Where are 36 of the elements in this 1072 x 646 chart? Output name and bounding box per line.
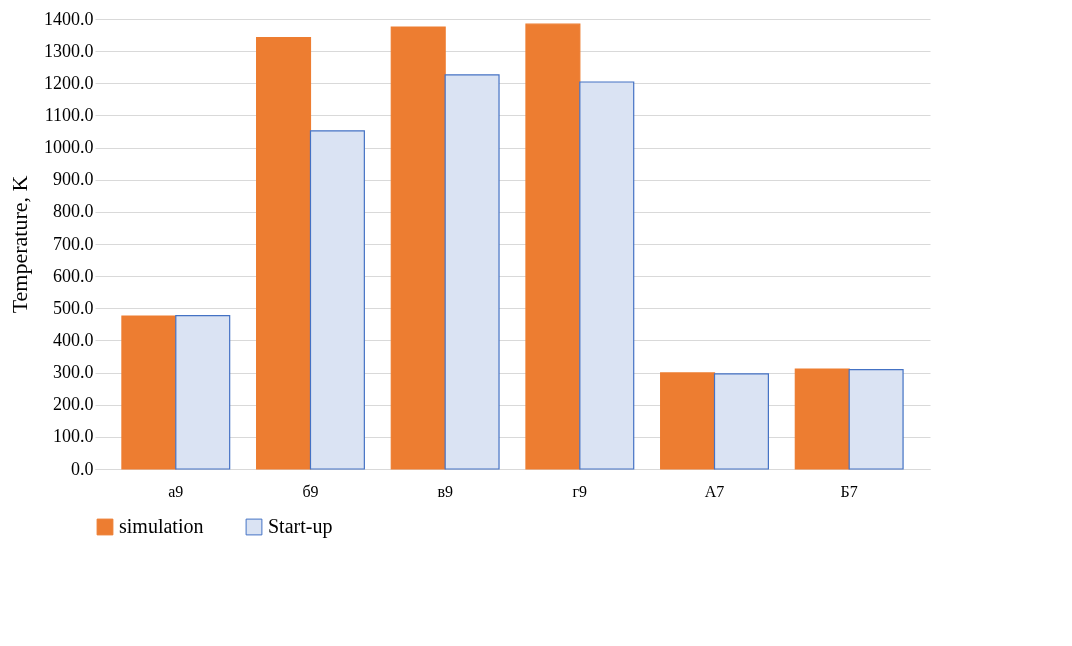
- y-tick-label: 100.0: [53, 426, 94, 447]
- bar: [794, 368, 850, 470]
- bar: [525, 23, 581, 470]
- y-tick-label: 600.0: [53, 265, 94, 286]
- legend-label: Start-up: [268, 515, 333, 538]
- x-tick-label: в9: [437, 482, 453, 500]
- bar: [848, 369, 904, 470]
- y-axis-title: Temperature, K: [7, 175, 32, 314]
- x-tick-label: г9: [572, 482, 588, 500]
- y-tick-label: 500.0: [53, 297, 94, 318]
- bar: [713, 373, 769, 470]
- y-tick-label: 700.0: [53, 233, 94, 254]
- x-tick-label: а9: [168, 482, 184, 500]
- bar: [309, 130, 365, 470]
- y-tick-label: 1200.0: [44, 72, 94, 93]
- y-tick-label: 1000.0: [44, 137, 94, 158]
- y-tick-label: 1300.0: [44, 40, 94, 61]
- y-tick-label: 1100.0: [44, 104, 94, 125]
- y-tick-label: 200.0: [53, 394, 94, 415]
- bar: [579, 81, 635, 470]
- bar: [390, 26, 446, 470]
- bar: [660, 372, 716, 470]
- x-tick-label: Б7: [840, 482, 858, 500]
- bar: [256, 37, 312, 470]
- y-tick-label: 400.0: [53, 329, 94, 350]
- bar: [175, 315, 231, 470]
- y-tick-label: 300.0: [53, 362, 94, 383]
- x-tick-label: А7: [704, 482, 725, 500]
- bar: [121, 315, 177, 470]
- x-tick-label: б9: [302, 482, 319, 500]
- bar: [444, 74, 500, 470]
- y-tick-label: 0.0: [71, 458, 94, 479]
- y-tick-label: 1400.0: [44, 8, 94, 29]
- y-tick-label: 900.0: [53, 169, 94, 190]
- y-tick-label: 800.0: [53, 201, 94, 222]
- legend-label: simulation: [119, 515, 204, 537]
